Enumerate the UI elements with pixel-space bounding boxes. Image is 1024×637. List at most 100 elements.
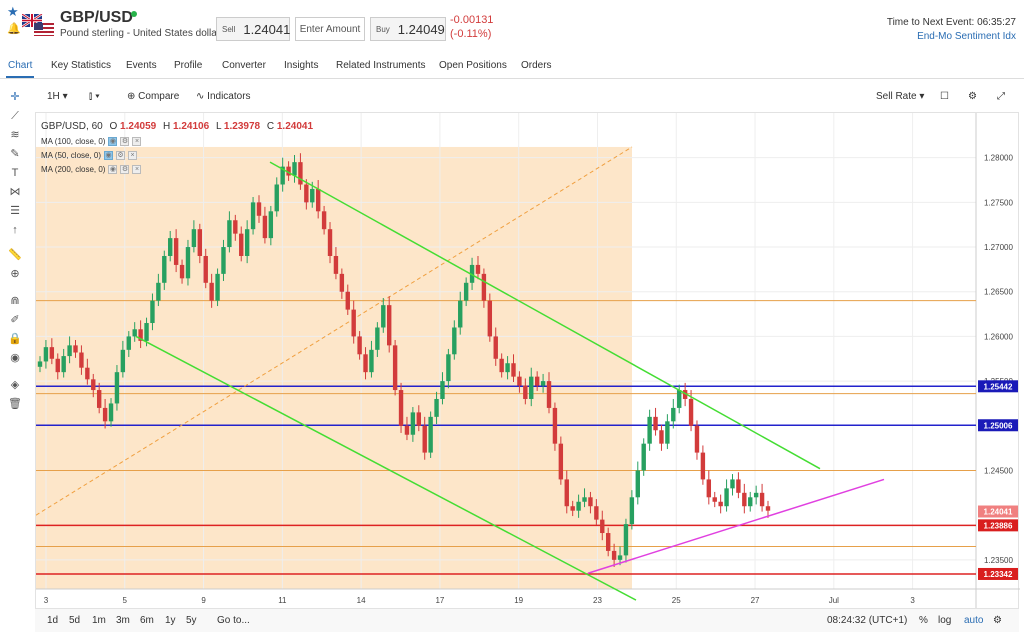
candle-body xyxy=(387,305,392,346)
candle-body xyxy=(392,345,398,391)
candle-body xyxy=(481,273,487,301)
percent-toggle[interactable]: % xyxy=(919,615,928,626)
pencil-lock-icon[interactable]: ✐ xyxy=(10,314,20,326)
candle-body xyxy=(700,452,706,480)
event-link[interactable]: End-Mo Sentiment Idx xyxy=(917,31,1016,42)
candle-body xyxy=(629,497,635,525)
tab-open-positions[interactable]: Open Positions xyxy=(439,60,507,71)
tab-events[interactable]: Events xyxy=(126,60,157,71)
crosshair-icon[interactable]: ✛ xyxy=(10,91,20,103)
close-icon[interactable]: × xyxy=(132,165,142,174)
candle-body xyxy=(600,519,605,534)
legend-low: 1.23978 xyxy=(223,121,261,132)
tab-insights[interactable]: Insights xyxy=(284,60,319,71)
tab-profile[interactable]: Profile xyxy=(174,60,203,71)
candle-body xyxy=(452,327,457,355)
candle-body xyxy=(748,497,753,507)
layers-icon[interactable]: ◈ xyxy=(10,379,20,391)
candle-body xyxy=(398,390,404,426)
candle-body xyxy=(203,255,208,283)
bell-icon[interactable]: 🔔 xyxy=(7,23,21,35)
pattern-icon[interactable]: ⋈ xyxy=(9,186,21,198)
price-tag xyxy=(978,505,1018,518)
settings-icon[interactable]: ⚙ xyxy=(968,91,977,102)
chart-canvas[interactable]: 3 5 9 11 14 17 19 23 25 27 Jul 3 1.28000 1.27500 1.270… xyxy=(35,113,1020,609)
range-1d[interactable]: 1d xyxy=(47,615,59,626)
tab-related-instruments[interactable]: Related Instruments xyxy=(336,60,426,71)
range-1y[interactable]: 1y xyxy=(165,615,176,626)
candle-body xyxy=(120,349,126,373)
candle-body xyxy=(635,470,640,498)
ma-100-legend[interactable]: MA (100, close, 0) ◉ ⚙ × xyxy=(41,137,142,146)
close-icon[interactable]: × xyxy=(132,137,142,146)
amount-input[interactable]: Enter Amount xyxy=(295,17,365,41)
tab-converter[interactable]: Converter xyxy=(222,60,266,71)
legend-title: GBP/USD, 60 xyxy=(41,121,103,132)
eye-icon[interactable]: ◉ xyxy=(108,137,118,146)
fib-icon[interactable]: ≋ xyxy=(10,129,20,141)
eye-icon[interactable]: ◉ xyxy=(108,165,118,174)
event-countdown: 06:35:27 xyxy=(977,17,1016,28)
candle-body xyxy=(363,354,368,373)
buy-button[interactable]: Buy 1.24049 xyxy=(370,17,446,41)
settings-icon[interactable]: ⚙ xyxy=(120,165,130,174)
buy-price: 1.24049 xyxy=(397,21,445,37)
lock-icon[interactable]: 🔒 xyxy=(8,333,22,345)
star-icon[interactable]: ★ xyxy=(7,4,19,19)
eye-icon[interactable]: ◉ xyxy=(104,151,114,160)
range-5d[interactable]: 5d xyxy=(69,615,81,626)
candle-body xyxy=(641,443,646,471)
range-3m[interactable]: 3m xyxy=(116,615,130,626)
trendline-icon[interactable]: ⟋ xyxy=(11,110,19,122)
chart-type-select[interactable]: ⫾ ▾ xyxy=(89,91,100,102)
ma-200-legend[interactable]: MA (200, close, 0) ◉ ⚙ × xyxy=(41,165,142,174)
sell-rate-select[interactable]: Sell Rate ▾ xyxy=(876,91,925,102)
candle-body xyxy=(345,291,350,310)
price-chart[interactable]: 3 5 9 11 14 17 19 23 25 27 Jul 3 1.28000 1.27500 1.270… xyxy=(35,112,1020,632)
range-6m[interactable]: 6m xyxy=(140,615,154,626)
symbol-title: GBP/USD xyxy=(60,9,133,26)
price-tag-label: 1.25006 xyxy=(984,421,1013,430)
goto-button[interactable]: Go to... xyxy=(217,615,250,626)
range-5y[interactable]: 5y xyxy=(186,615,197,626)
eye-icon[interactable]: ◉ xyxy=(10,352,20,364)
candle-body xyxy=(49,347,55,359)
settings-icon[interactable]: ⚙ xyxy=(116,151,126,160)
ma-100-label: MA (100, close, 0) xyxy=(41,137,106,146)
sell-button[interactable]: Sell 1.24041 xyxy=(216,17,290,41)
range-1m[interactable]: 1m xyxy=(92,615,106,626)
compare-button[interactable]: ⊕ Compare xyxy=(127,91,180,102)
candle-body xyxy=(517,376,522,386)
auto-toggle[interactable]: auto xyxy=(964,615,984,626)
ma-50-legend[interactable]: MA (50, close, 0) ◉ ⚙ × xyxy=(41,151,138,160)
fullscreen-icon[interactable]: ⤢ xyxy=(997,91,1005,102)
ruler-icon[interactable]: 📏 xyxy=(8,249,22,261)
tab-orders[interactable]: Orders xyxy=(521,60,552,71)
arrow-icon[interactable]: ↑ xyxy=(12,224,18,236)
gbp-usd-flag-icon xyxy=(22,14,54,36)
candle-body xyxy=(55,358,60,373)
candle-body xyxy=(91,379,96,391)
candle-body xyxy=(730,479,735,489)
candle-body xyxy=(67,345,72,357)
tab-chart[interactable]: Chart xyxy=(8,60,33,71)
candle-body xyxy=(79,352,84,368)
candle-body xyxy=(653,416,658,431)
log-toggle[interactable]: log xyxy=(938,615,952,626)
zoom-icon[interactable]: ⊕ xyxy=(10,268,20,280)
interval-select[interactable]: 1H ▾ xyxy=(47,91,68,102)
tab-key-statistics[interactable]: Key Statistics xyxy=(51,60,112,71)
text-icon[interactable]: T xyxy=(11,167,19,179)
brush-icon[interactable]: ✎ xyxy=(10,148,20,160)
settings-icon[interactable]: ⚙ xyxy=(993,615,1002,626)
snapshot-icon[interactable]: ☐ xyxy=(940,91,949,102)
prediction-icon[interactable]: ☰ xyxy=(10,205,20,217)
settings-icon[interactable]: ⚙ xyxy=(120,137,130,146)
magnet-icon[interactable]: ⋒ xyxy=(10,295,20,307)
trash-icon[interactable]: 🗑 xyxy=(8,398,22,410)
close-icon[interactable]: × xyxy=(128,151,138,160)
chart-bottom-bar: 1d 5d 1m 3m 6m 1y 5y Go to... 08:24:32 (… xyxy=(35,608,1019,632)
candle-body xyxy=(570,506,575,511)
indicators-button[interactable]: ∿ Indicators xyxy=(196,91,251,102)
candle-body xyxy=(588,497,593,507)
